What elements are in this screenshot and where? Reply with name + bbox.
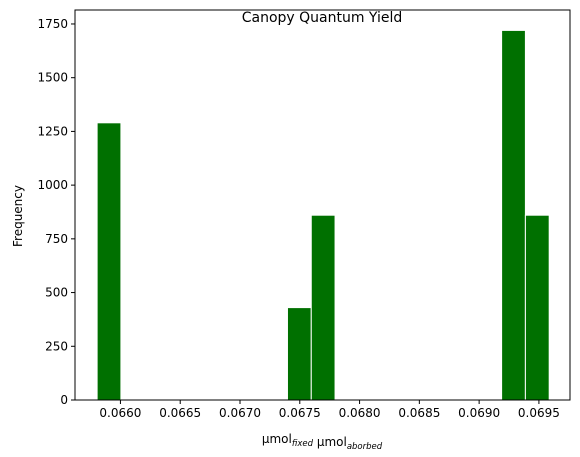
y-tick-label: 1250	[37, 124, 68, 138]
x-tick-label: 0.0665	[159, 406, 201, 420]
y-tick-label: 1500	[37, 71, 68, 85]
x-label-subscript: fixed	[292, 439, 314, 449]
y-tick-label: 1000	[37, 178, 68, 192]
histogram-bar	[96, 122, 122, 401]
x-axis-ticks: 0.0660 0.0665 0.0670 0.0675 0.0680 0.0685 0.06…	[99, 400, 560, 420]
y-tick-label: 0	[60, 393, 68, 407]
histogram-bar	[310, 214, 336, 401]
histogram-bar	[501, 29, 526, 401]
x-tick-label: 0.0685	[398, 406, 440, 420]
x-tick-label: 0.0670	[219, 406, 261, 420]
chart-title: Canopy Quantum Yield	[242, 10, 403, 26]
histogram-bar	[286, 307, 312, 401]
x-axis-label: μmolfixed μmolaborbed	[262, 432, 383, 452]
y-tick-label: 750	[45, 232, 68, 246]
x-label-part: μmol	[313, 435, 347, 449]
y-axis-label: Frequency	[11, 185, 25, 247]
y-tick-label: 250	[45, 339, 68, 353]
histogram-bar	[524, 214, 550, 401]
bars-group	[96, 29, 550, 401]
x-tick-label: 0.0680	[339, 406, 381, 420]
x-tick-label: 0.0695	[518, 406, 560, 420]
x-label-subscript: aborbed	[347, 442, 383, 452]
plot-frame	[74, 9, 571, 401]
x-tick-label: 0.0690	[458, 406, 500, 420]
x-tick-label: 0.0675	[279, 406, 321, 420]
y-axis-ticks: 0 250 500 750 1000 1250 1500 1750	[37, 17, 75, 407]
x-label-part: μmol	[262, 432, 292, 446]
x-tick-label: 0.0660	[99, 406, 141, 420]
y-tick-label: 500	[45, 286, 68, 300]
y-tick-label: 1750	[37, 17, 68, 31]
